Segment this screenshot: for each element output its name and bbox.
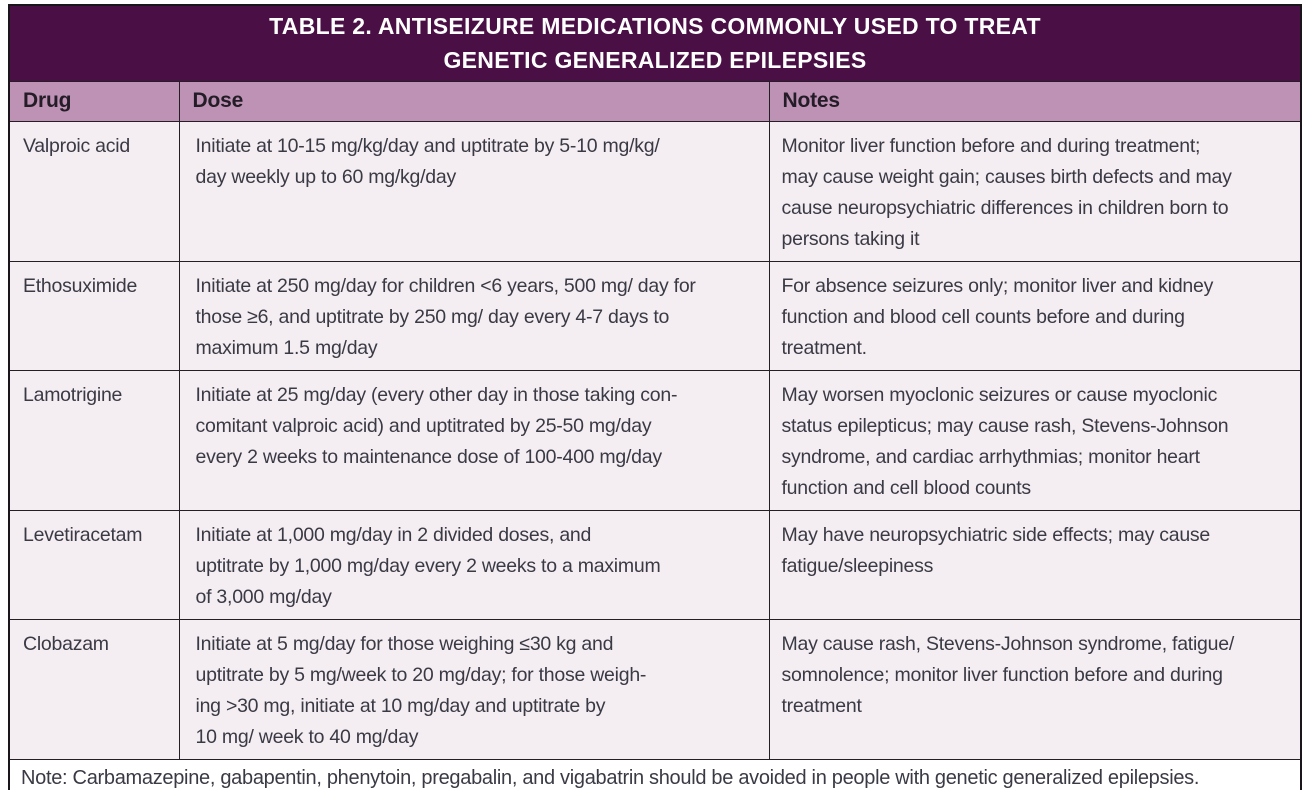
notes-cell: Monitor liver function before and during… (768, 120, 1302, 262)
title-row: TABLE 2. ANTISEIZURE MEDICATIONS COMMONL… (8, 4, 1302, 82)
table-row: Clobazam Initiate at 5 mg/day for those … (8, 618, 1302, 760)
drug-name-cell: Levetiracetam (8, 509, 180, 620)
dose-cell: Initiate at 25 mg/day (every other day i… (178, 369, 770, 511)
antiseizure-medications-table: TABLE 2. ANTISEIZURE MEDICATIONS COMMONL… (8, 4, 1302, 790)
drug-name-cell: Clobazam (8, 618, 180, 760)
dose-cell: Initiate at 10-15 mg/kg/day and uptitrat… (178, 120, 770, 262)
column-header-drug: Drug (8, 80, 180, 122)
notes-cell: May have neuropsychiatric side effects; … (768, 509, 1302, 620)
table-row: Ethosuximide Initiate at 250 mg/day for … (8, 260, 1302, 371)
notes-cell: May cause rash, Stevens-Johnson syndrome… (768, 618, 1302, 760)
footnote-row: Note: Carbamazepine, gabapentin, phenyto… (8, 758, 1302, 790)
notes-cell: For absence seizures only; monitor liver… (768, 260, 1302, 371)
table-footnote: Note: Carbamazepine, gabapentin, phenyto… (8, 758, 1302, 790)
column-header-row: Drug Dose Notes (8, 80, 1302, 122)
drug-name-cell: Lamotrigine (8, 369, 180, 511)
dose-cell: Initiate at 250 mg/day for children <6 y… (178, 260, 770, 371)
dose-cell: Initiate at 5 mg/day for those weighing … (178, 618, 770, 760)
dose-cell: Initiate at 1,000 mg/day in 2 divided do… (178, 509, 770, 620)
column-header-notes: Notes (768, 80, 1302, 122)
notes-cell: May worsen myoclonic seizures or cause m… (768, 369, 1302, 511)
table-row: Lamotrigine Initiate at 25 mg/day (every… (8, 369, 1302, 511)
table-row: Levetiracetam Initiate at 1,000 mg/day i… (8, 509, 1302, 620)
drug-name-cell: Valproic acid (8, 120, 180, 262)
table-title: TABLE 2. ANTISEIZURE MEDICATIONS COMMONL… (8, 4, 1302, 82)
table-row: Valproic acid Initiate at 10-15 mg/kg/da… (8, 120, 1302, 262)
drug-name-cell: Ethosuximide (8, 260, 180, 371)
column-header-dose: Dose (178, 80, 770, 122)
